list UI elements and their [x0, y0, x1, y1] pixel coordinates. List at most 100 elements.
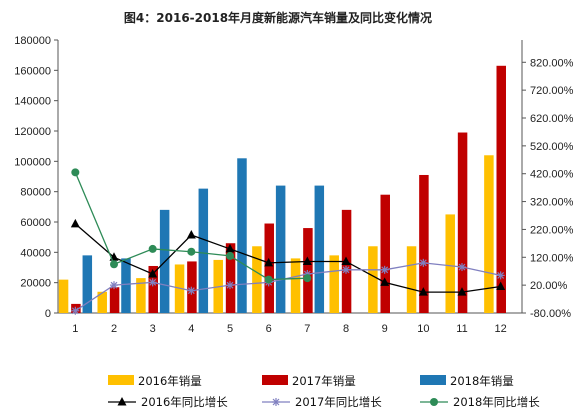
line-2016年同比增长 [74, 223, 501, 293]
x-axis-tick-label: 2 [111, 323, 117, 335]
bar-2016-month-10 [406, 246, 417, 313]
legend-label: 2016年销量 [138, 374, 202, 388]
marker-2017年同比增长-2 [110, 281, 118, 290]
marker-2016年同比增长-1 [70, 218, 80, 228]
bar-2018-month-6 [275, 185, 286, 313]
marker-2016年同比增长-9 [380, 277, 390, 286]
left-axis-tick-label: 40000 [20, 247, 51, 259]
legend-label: 2016年同比增长 [141, 395, 228, 409]
marker-2018年同比增长-5 [226, 251, 234, 260]
x-axis-tick-label: 6 [266, 323, 272, 335]
bar-2016-month-11 [445, 214, 455, 313]
marker-2016年同比增长-11 [457, 287, 467, 296]
left-axis-tick-label: 80000 [20, 187, 51, 199]
axes-layer: 0 20000 40000 60000 80000 100000 120000 140000 1… [14, 35, 573, 335]
left-axis-tick-label: 60000 [20, 217, 51, 229]
bar-2017-month-6 [264, 223, 274, 313]
marker-2016年同比增长-7 [302, 256, 312, 265]
right-axis-tick-label: 420.00% [530, 169, 574, 181]
marker-2016年同比增长-8 [341, 256, 351, 265]
bar-2017-month-12 [496, 65, 506, 314]
right-axis-tick-label: 220.00% [530, 224, 574, 236]
marker-2018年同比增长-4 [187, 247, 196, 256]
marker-2016年同比增长-5 [225, 243, 235, 253]
star-stroke [187, 287, 195, 295]
left-axis-tick-label: 140000 [14, 96, 51, 108]
marker-2017年同比增长-4 [187, 286, 196, 295]
marker-2018年同比增长-7 [303, 274, 312, 283]
bar-2016-month-6 [252, 246, 262, 313]
marker-2018年同比增长-6 [264, 275, 273, 284]
marker-2017年同比增长-12 [496, 271, 505, 280]
x-axis-tick-label: 11 [456, 323, 467, 335]
legend-label: 2018年同比增长 [453, 395, 540, 409]
star-stroke [226, 281, 234, 289]
right-axis-tick-label: 520.00% [530, 141, 574, 153]
left-axis-tick-label: 180000 [14, 35, 51, 47]
bar-2017-month-2 [109, 287, 120, 313]
left-axis-tick-label: 20000 [20, 278, 51, 290]
x-axis-tick-label: 8 [343, 323, 349, 335]
marker-2017年同比增长-1 [71, 306, 80, 315]
right-axis-tick-label: 320.00% [530, 197, 574, 209]
marker-2016年同比增长-6 [264, 257, 274, 267]
right-axis-tick-label: 20.00% [530, 280, 568, 292]
right-axis-tick-label: 620.00% [530, 113, 574, 125]
x-axis-tick-label: 12 [495, 323, 507, 335]
star-stroke [419, 259, 427, 267]
bar-2016-month-3 [136, 278, 146, 313]
star-stroke [497, 271, 505, 279]
bar-2016-month-2 [97, 291, 107, 313]
bar-2018-month-2 [121, 258, 131, 313]
right-axis-tick-label: 120.00% [530, 252, 574, 264]
left-axis-tick-label: 160000 [14, 65, 51, 77]
lines-layer [70, 168, 506, 406]
legend-swatch-bar [108, 375, 134, 385]
bar-2016-month-7 [290, 258, 301, 313]
bar-2018-month-5 [237, 158, 247, 313]
right-axis-tick-label: -80.00% [530, 308, 571, 320]
chart-title: 图4：2016-2018年月度新能源汽车销量及同比变化情况 [124, 10, 432, 25]
bar-2018-month-7 [314, 185, 325, 313]
marker-2017年同比增长-5 [226, 281, 234, 290]
marker-2017年同比增长-9 [380, 265, 389, 274]
legend-label: 2017年同比增长 [295, 395, 382, 409]
x-axis-tick-label: 5 [227, 323, 233, 335]
bar-2016-month-12 [484, 155, 494, 313]
legend-marker [117, 397, 127, 406]
right-axis-tick-label: 820.00% [530, 57, 574, 69]
x-axis-tick-label: 1 [72, 323, 78, 335]
star-stroke [110, 281, 118, 289]
bar-2016-month-1 [58, 279, 69, 313]
legend: 2016年销量 2017年销量 2018年销量 2016年同比增长 2017年同比增长 2… [108, 374, 540, 409]
marker-2018年同比增长-2 [110, 260, 118, 269]
marker-2017年同比增长-10 [419, 258, 428, 267]
legend-swatch-bar [262, 375, 288, 385]
bars-layer [58, 65, 506, 314]
x-axis-tick-label: 4 [188, 323, 194, 335]
bar-2018-month-1 [82, 255, 93, 313]
star-stroke [149, 278, 157, 286]
legend-label: 2018年销量 [450, 374, 514, 388]
marker-2017年同比增长-3 [148, 278, 157, 287]
marker-2017年同比增长-11 [458, 263, 466, 272]
bar-2017-month-9 [380, 194, 390, 313]
left-axis-tick-label: 0 [45, 308, 51, 320]
star-stroke [458, 263, 466, 271]
marker-2017年同比增长-8 [342, 265, 350, 274]
x-axis-tick-label: 7 [304, 323, 310, 335]
marker-2016年同比增长-4 [186, 230, 196, 239]
marker-2016年同比增长-12 [496, 281, 506, 291]
bar-2017-month-5 [225, 243, 236, 313]
star-stroke [342, 266, 350, 274]
bar-2017-month-10 [419, 174, 429, 313]
star-stroke [71, 307, 79, 315]
marker-2018年同比增长-1 [71, 168, 80, 177]
legend-label: 2017年销量 [292, 374, 356, 388]
marker-2016年同比增长-10 [418, 287, 428, 296]
x-axis-tick-label: 10 [417, 323, 429, 335]
bar-2017-month-3 [148, 265, 158, 313]
marker-2018年同比增长-3 [148, 244, 157, 253]
bar-2016-month-8 [329, 255, 339, 313]
marker-2016年同比增长-3 [148, 269, 158, 278]
